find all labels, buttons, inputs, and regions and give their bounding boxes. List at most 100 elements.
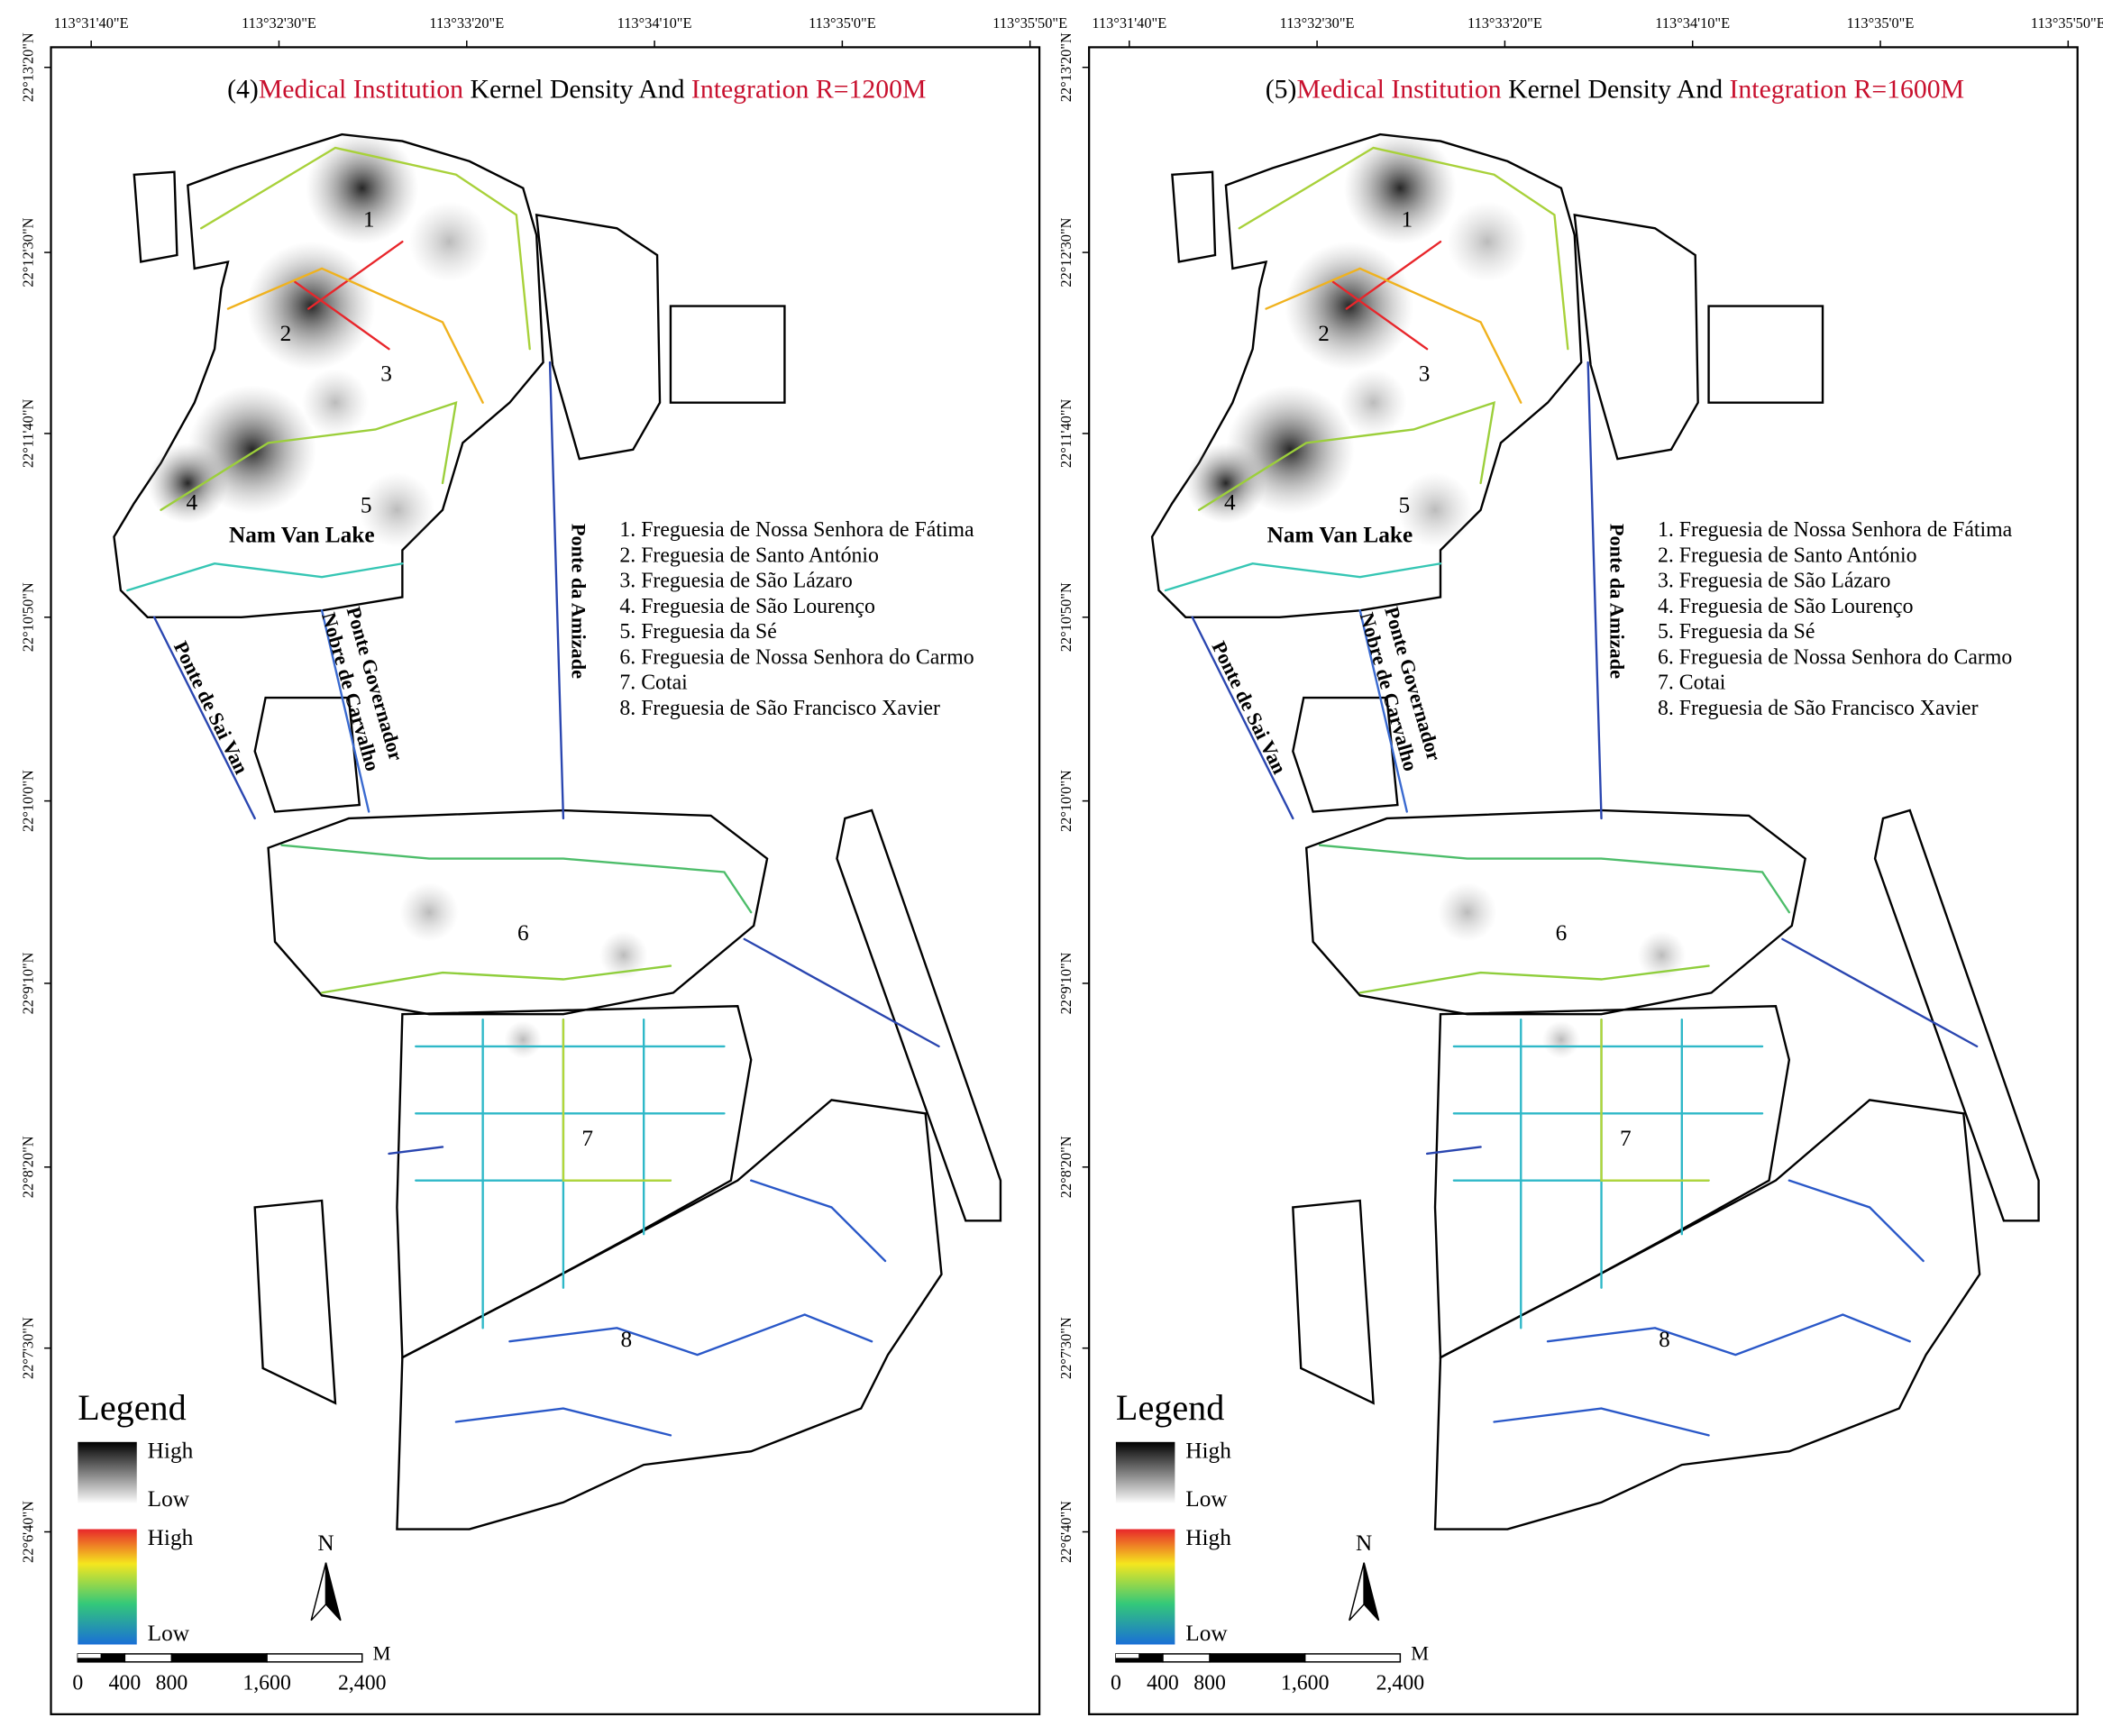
scale-segment (1115, 1653, 1139, 1658)
scale-segment (1303, 1653, 1402, 1663)
district-number: 6 (517, 920, 529, 946)
legend-label: Low (148, 1486, 190, 1512)
title-part: Integration R=1600M (1730, 74, 1965, 104)
top-tick-label: 113°35'0"E (809, 14, 876, 32)
map-panel: (5)Medical Institution Kernel Density An… (1057, 14, 2103, 1715)
bridge-label: Ponte da Amizade (568, 524, 590, 679)
district-list-item: 1. Freguesia de Nossa Senhora de Fátima (619, 518, 974, 542)
legend-label: High (1185, 1525, 1231, 1550)
district-number: 3 (1419, 361, 1431, 387)
left-tick-label: 22°9'10"N (1057, 952, 1074, 1014)
top-tick-label: 113°31'40"E (1092, 14, 1166, 32)
legend-title: Legend (1116, 1387, 1224, 1428)
district-number: 3 (380, 361, 392, 387)
district-list-item: 3. Freguesia de São Lázaro (1658, 570, 1890, 593)
left-tick-label: 22°10'50"N (19, 582, 36, 652)
top-tick-label: 113°34'10"E (617, 14, 692, 32)
scale-segment (1209, 1653, 1306, 1663)
left-tick-label: 22°6'40"N (1057, 1501, 1074, 1563)
district-list-item: 5. Freguesia da Sé (619, 620, 776, 644)
scale-segment (266, 1653, 363, 1663)
panel-frame (50, 46, 1041, 1715)
district-number: 5 (361, 493, 372, 518)
district-number: 2 (1318, 321, 1330, 346)
map-base (1150, 130, 2040, 1530)
left-tick-label: 22°6'40"N (19, 1501, 36, 1563)
lake-label: Nam Van Lake (1267, 522, 1413, 547)
map-base (113, 130, 1002, 1530)
district-list-item: 4. Freguesia de São Lourenço (1658, 595, 1914, 618)
left-tick-label: 22°8'20"N (1057, 1136, 1074, 1198)
scale-label: 800 (156, 1672, 188, 1695)
scale-label: 800 (1193, 1672, 1226, 1695)
legend-label: Low (1185, 1621, 1228, 1646)
scale-label: 1,600 (242, 1672, 291, 1695)
top-tick-label: 113°34'10"E (1655, 14, 1730, 32)
north-label: N (317, 1530, 334, 1556)
district-list-item: 6. Freguesia de Nossa Senhora do Carmo (1658, 645, 2012, 669)
district-list-item: 2. Freguesia de Santo António (619, 544, 879, 567)
title-part: Medical Institution (259, 74, 463, 104)
scale-segment (78, 1653, 101, 1658)
scale-label: 1,600 (1281, 1672, 1330, 1695)
top-tick-label: 113°35'50"E (2031, 14, 2103, 32)
scale-label: 0 (72, 1672, 83, 1695)
district-list-item: 6. Freguesia de Nossa Senhora do Carmo (619, 645, 974, 669)
north-arrow (1363, 1562, 1380, 1622)
bridge-label: Ponte da Amizade (1605, 524, 1628, 679)
district-number: 8 (1659, 1327, 1670, 1352)
district-list-item: 3. Freguesia de São Lázaro (619, 570, 852, 593)
legend-label: High (148, 1439, 194, 1464)
integration-ramp (78, 1529, 137, 1645)
panel-frame (1088, 46, 2079, 1715)
district-number: 4 (1224, 490, 1236, 516)
left-tick-label: 22°11'40"N (1057, 399, 1074, 469)
district-number: 2 (280, 321, 292, 346)
district-list-item: 8. Freguesia de São Francisco Xavier (1658, 697, 1979, 720)
district-number: 4 (186, 490, 197, 516)
district-list-item: 1. Freguesia de Nossa Senhora de Fátima (1658, 518, 2013, 542)
legend-label: High (1185, 1439, 1231, 1464)
district-list-item: 7. Cotai (619, 672, 688, 695)
scale-label: 2,400 (1376, 1672, 1425, 1695)
district-list-item: 8. Freguesia de São Francisco Xavier (619, 697, 940, 720)
district-list-item: 5. Freguesia da Sé (1658, 620, 1815, 644)
left-tick-label: 22°13'20"N (19, 32, 36, 102)
scale-label: 400 (109, 1672, 142, 1695)
left-tick-label: 22°7'30"N (1057, 1317, 1074, 1379)
district-number: 7 (581, 1126, 593, 1151)
scale-segment (170, 1653, 268, 1663)
legend-label: Low (1185, 1486, 1228, 1512)
title-part: Medical Institution (1296, 74, 1501, 104)
district-list-item: 7. Cotai (1658, 672, 1726, 695)
left-tick-label: 22°7'30"N (19, 1317, 36, 1379)
north-arrow (325, 1562, 342, 1622)
map-panel: (4)Medical Institution Kernel Density An… (19, 14, 1067, 1715)
district-number: 5 (1398, 493, 1410, 518)
lake-label: Nam Van Lake (229, 522, 375, 547)
north-arrow (310, 1562, 327, 1622)
district-number: 1 (1401, 207, 1413, 233)
title-part: Kernel Density And (463, 74, 691, 104)
left-tick-label: 22°11'40"N (19, 399, 36, 469)
title-part: (5) (1266, 74, 1297, 104)
legend-title: Legend (78, 1387, 186, 1428)
title-part: (4) (227, 74, 259, 104)
left-tick-label: 22°13'20"N (1057, 32, 1074, 102)
top-tick-label: 113°33'20"E (429, 14, 504, 32)
left-tick-label: 22°12'30"N (1057, 217, 1074, 287)
district-list-item: 4. Freguesia de São Lourenço (619, 595, 874, 618)
left-tick-label: 22°10'0"N (1057, 770, 1074, 832)
north-arrow (1349, 1562, 1365, 1622)
title-part: Integration R=1200M (691, 74, 927, 104)
top-tick-label: 113°32'30"E (242, 14, 316, 32)
scale-segment (123, 1653, 173, 1663)
scale-unit: M (1411, 1642, 1429, 1665)
title-part: Kernel Density And (1502, 74, 1730, 104)
left-tick-label: 22°10'0"N (19, 770, 36, 832)
scale-label: 0 (1111, 1672, 1121, 1695)
scale-unit: M (373, 1642, 391, 1665)
legend-label: High (148, 1525, 194, 1550)
scale-segment (1162, 1653, 1211, 1663)
